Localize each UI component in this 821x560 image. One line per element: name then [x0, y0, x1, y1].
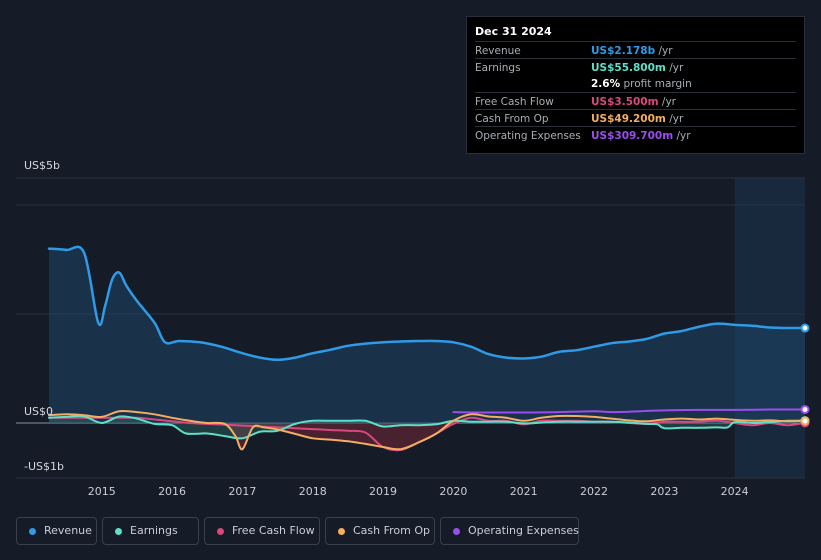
x-tick-label: 2021	[510, 485, 538, 498]
revenue-line	[47, 245, 807, 362]
tooltip-unit: /yr	[658, 45, 673, 57]
cash-from-op-negative-fill	[49, 422, 805, 450]
tooltip-unit: profit margin	[623, 78, 692, 90]
cash-from-op-endpoint	[800, 416, 810, 426]
legend-dot-icon	[338, 528, 345, 535]
tooltip-row-operating-expenses: Operating Expenses US$309.700m /yr	[475, 126, 796, 144]
legend-label: Cash From Op	[353, 524, 431, 537]
tooltip-value: 2.6%	[591, 78, 621, 90]
tooltip-value: US$3.500m	[591, 96, 659, 108]
y-tick-label-top: US$5b	[24, 159, 61, 172]
series-lines	[47, 245, 807, 452]
tooltip-unit: /yr	[676, 130, 691, 142]
tooltip-label: Operating Expenses	[475, 130, 581, 142]
y-tick-label-zero: US$0	[24, 405, 54, 418]
tooltip-label: Cash From Op	[475, 113, 549, 125]
tooltip-unit: /yr	[669, 113, 684, 125]
tooltip-value: US$49.200m	[591, 113, 666, 125]
legend-item-revenue[interactable]: Revenue	[16, 517, 97, 545]
legend-label: Operating Expenses	[468, 524, 579, 537]
x-tick-label: 2020	[439, 485, 467, 498]
x-tick-label: 2019	[369, 485, 397, 498]
data-tooltip: Dec 31 2024 Revenue US$2.178b /yr Earnin…	[466, 16, 805, 154]
x-tick-label: 2017	[228, 485, 256, 498]
tooltip-row-profit-margin: 2.6% profit margin	[475, 75, 796, 92]
legend-label: Free Cash Flow	[232, 524, 315, 537]
revenue-endpoint	[800, 323, 810, 333]
tooltip-row-revenue: Revenue US$2.178b /yr	[475, 41, 796, 59]
x-tick-label: 2018	[299, 485, 327, 498]
tooltip-label: Free Cash Flow	[475, 96, 554, 108]
legend-dot-icon	[29, 528, 36, 535]
revenue-area-fill	[49, 246, 805, 423]
y-tick-label-bottom: -US$1b	[24, 460, 64, 473]
series-endpoints	[800, 323, 810, 428]
tooltip-row-free-cash-flow: Free Cash Flow US$3.500m /yr	[475, 92, 796, 110]
x-tick-label: 2024	[721, 485, 749, 498]
cash-from-op-line	[48, 409, 806, 451]
tooltip-label: Revenue	[475, 45, 521, 57]
x-tick-label: 2015	[88, 485, 116, 498]
legend-dot-icon	[115, 528, 122, 535]
legend-dot-icon	[217, 528, 224, 535]
tooltip-row-earnings: Earnings US$55.800m /yr	[475, 58, 796, 76]
x-axis-ticks: 2015 2016 2017 2018 2019 2020 2021 2022 2023 2024	[88, 485, 749, 498]
operating-expenses-endpoint	[800, 404, 810, 414]
tooltip-label: Earnings	[475, 62, 521, 74]
tooltip-row-cash-from-op: Cash From Op US$49.200m /yr	[475, 109, 796, 127]
tooltip-date: Dec 31 2024	[475, 25, 552, 38]
legend-item-cash-from-op[interactable]: Cash From Op	[325, 517, 435, 545]
series-fills	[49, 246, 805, 450]
tooltip-value: US$55.800m	[591, 62, 666, 74]
tooltip-unit: /yr	[661, 96, 676, 108]
x-tick-label: 2023	[650, 485, 678, 498]
legend-item-free-cash-flow[interactable]: Free Cash Flow	[204, 517, 320, 545]
legend-item-earnings[interactable]: Earnings	[102, 517, 199, 545]
legend-label: Revenue	[44, 524, 92, 537]
legend-item-operating-expenses[interactable]: Operating Expenses	[440, 517, 579, 545]
x-tick-label: 2022	[580, 485, 608, 498]
earnings-line	[48, 415, 806, 440]
operating-expenses-line	[452, 408, 806, 414]
legend-label: Earnings	[130, 524, 178, 537]
earnings-area-fill	[49, 416, 805, 439]
tooltip-value: US$309.700m	[591, 130, 674, 142]
x-tick-label: 2016	[158, 485, 186, 498]
tooltip-unit: /yr	[669, 62, 684, 74]
legend-dot-icon	[453, 528, 460, 535]
tooltip-value: US$2.178b	[591, 45, 656, 57]
